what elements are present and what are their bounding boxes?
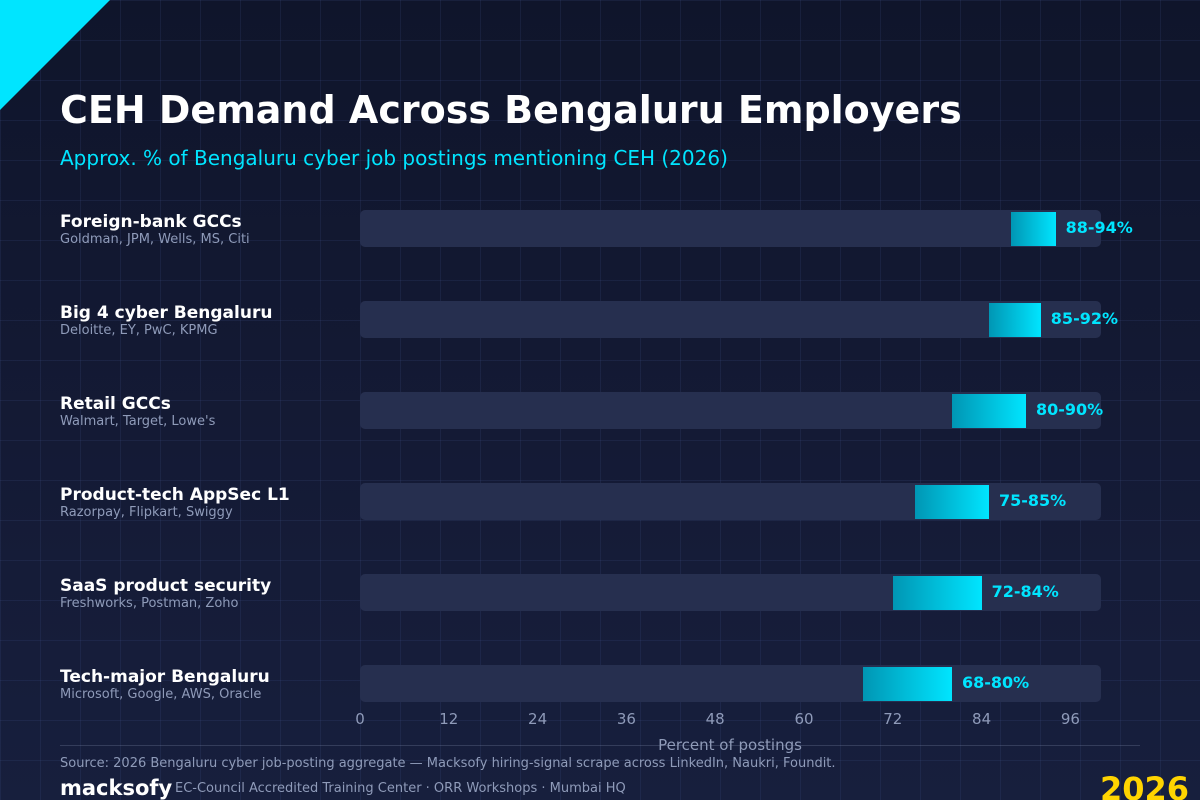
range-bar [892, 576, 982, 610]
category-name: Retail GCCs [60, 394, 171, 414]
range-bar [1011, 212, 1056, 246]
category-name: Tech-major Bengaluru [60, 667, 270, 687]
range-bar [863, 667, 952, 701]
data-label: 85-92% [1050, 309, 1118, 328]
category-name: Big 4 cyber Bengaluru [60, 303, 273, 323]
brand-tagline: EC-Council Accredited Training Center · … [175, 781, 626, 796]
category-employers: Microsoft, Google, AWS, Oracle [60, 687, 262, 702]
brand-logo: macksofy [60, 776, 173, 800]
bar-track [360, 210, 1101, 247]
category-employers: Walmart, Target, Lowe's [60, 414, 216, 429]
x-tick-label: 60 [794, 710, 814, 728]
category-label: Retail GCCs Walmart, Target, Lowe's [60, 394, 215, 430]
range-bar [915, 485, 989, 519]
x-tick-label: 96 [1060, 710, 1080, 728]
category-employers: Razorpay, Flipkart, Swiggy [60, 505, 233, 520]
chart-subtitle: Approx. % of Bengaluru cyber job posting… [60, 146, 728, 170]
category-label: Big 4 cyber Bengaluru Deloitte, EY, PwC, … [60, 303, 272, 339]
year-badge: 2026 [1100, 770, 1190, 800]
category-employers: Goldman, JPM, Wells, MS, Citi [60, 232, 250, 247]
chart-title: CEH Demand Across Bengaluru Employers [60, 88, 962, 132]
category-name: SaaS product security [60, 576, 272, 596]
category-employers: Freshworks, Postman, Zoho [60, 596, 239, 611]
data-label: 68-80% [962, 673, 1030, 692]
x-tick-label: 0 [355, 710, 365, 728]
range-bar [989, 303, 1041, 337]
data-label: 75-85% [999, 491, 1067, 510]
x-tick-label: 84 [972, 710, 992, 728]
footer-divider [60, 745, 1140, 746]
category-label: Product-tech AppSec L1 Razorpay, Flipkart… [60, 485, 290, 521]
data-label: 80-90% [1036, 400, 1104, 419]
x-tick-label: 48 [705, 710, 725, 728]
category-name: Product-tech AppSec L1 [60, 485, 290, 505]
bar-track [360, 665, 1101, 702]
x-tick-label: 12 [439, 710, 459, 728]
data-label: 72-84% [991, 582, 1059, 601]
data-label: 88-94% [1065, 218, 1133, 237]
x-tick-label: 36 [616, 710, 636, 728]
range-bar [952, 394, 1026, 428]
x-tick-label: 24 [528, 710, 548, 728]
bar-track [360, 574, 1101, 611]
source-note: Source: 2026 Bengaluru cyber job-posting… [60, 756, 836, 771]
bar-track [360, 301, 1101, 338]
bar-track [360, 483, 1101, 520]
category-label: Tech-major Bengaluru Microsoft, Google, A… [60, 667, 270, 703]
x-tick-label: 72 [883, 710, 903, 728]
x-axis-label: Percent of postings [658, 736, 802, 754]
category-employers: Deloitte, EY, PwC, KPMG [60, 323, 218, 338]
category-label: Foreign-bank GCCs Goldman, JPM, Wells, MS… [60, 212, 250, 248]
category-label: SaaS product security Freshworks, Postman… [60, 576, 271, 612]
category-name: Foreign-bank GCCs [60, 212, 242, 232]
